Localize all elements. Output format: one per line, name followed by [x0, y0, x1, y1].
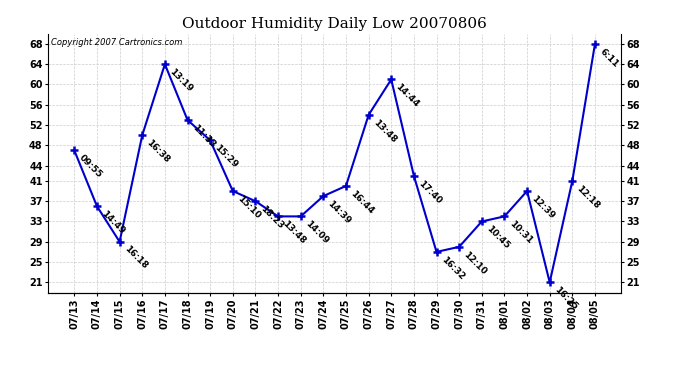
Text: 11:33: 11:33: [190, 123, 217, 149]
Text: 18:23: 18:23: [258, 204, 285, 231]
Text: 09:55: 09:55: [77, 153, 104, 180]
Text: 12:10: 12:10: [462, 250, 489, 276]
Text: 12:18: 12:18: [575, 184, 602, 210]
Text: 16:38: 16:38: [145, 138, 172, 165]
Text: Copyright 2007 Cartronics.com: Copyright 2007 Cartronics.com: [51, 38, 183, 46]
Text: 14:49: 14:49: [100, 209, 127, 236]
Text: 15:29: 15:29: [213, 143, 239, 170]
Text: 16:44: 16:44: [348, 189, 375, 216]
Text: 10:31: 10:31: [507, 219, 534, 246]
Text: 15:10: 15:10: [235, 194, 262, 220]
Text: 16:25: 16:25: [553, 285, 579, 312]
Text: 14:44: 14:44: [394, 82, 421, 109]
Title: Outdoor Humidity Daily Low 20070806: Outdoor Humidity Daily Low 20070806: [182, 17, 487, 31]
Text: 6:11: 6:11: [598, 46, 620, 69]
Text: 14:39: 14:39: [326, 199, 353, 226]
Text: 10:45: 10:45: [484, 224, 511, 251]
Text: 16:32: 16:32: [440, 255, 466, 281]
Text: 13:19: 13:19: [168, 67, 195, 94]
Text: 14:09: 14:09: [304, 219, 331, 246]
Text: 13:48: 13:48: [371, 118, 398, 144]
Text: 16:18: 16:18: [122, 244, 149, 271]
Text: 12:39: 12:39: [530, 194, 557, 220]
Text: 17:40: 17:40: [417, 178, 444, 205]
Text: 13:48: 13:48: [281, 219, 308, 246]
